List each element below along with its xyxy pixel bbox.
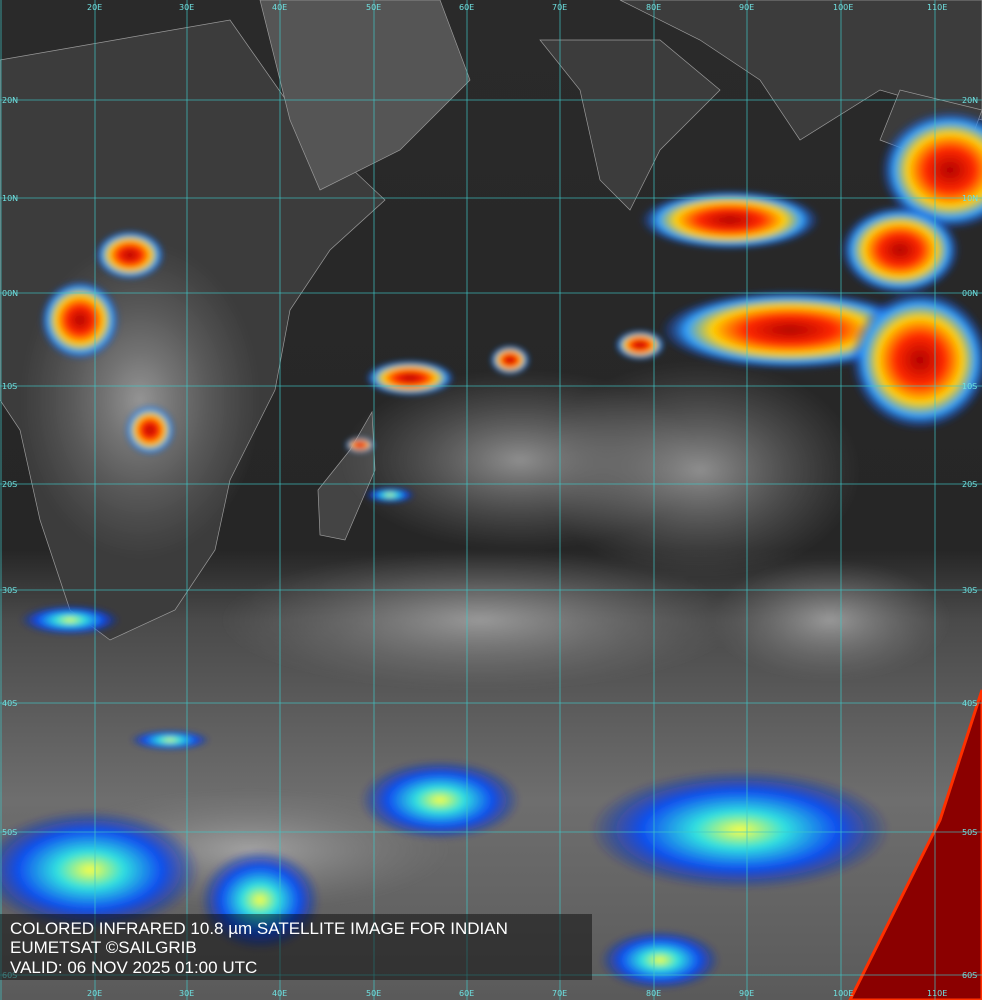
latitude-label: 30S (2, 586, 17, 595)
caption-line: EUMETSAT ©SAILGRIB (10, 938, 197, 957)
longitude-label: 60E (459, 3, 474, 12)
latitude-label: 00N (962, 289, 978, 298)
longitude-label: 50E (366, 989, 381, 998)
latitude-label: 50S (2, 828, 17, 837)
longitude-label: 30E (179, 3, 194, 12)
convective-cells (0, 110, 982, 990)
latitude-label: 60S (2, 971, 17, 980)
longitude-label: 20E (87, 989, 102, 998)
longitude-label: 70E (552, 3, 567, 12)
longitude-label: 60E (459, 989, 474, 998)
longitude-label: 50E (366, 3, 381, 12)
caption-box (0, 914, 592, 980)
latitude-label: 10N (962, 194, 978, 203)
longitude-label: 40E (272, 989, 287, 998)
latitude-label: 10S (962, 382, 977, 391)
latitude-label: 50S (962, 828, 977, 837)
longitude-label: 90E (739, 3, 754, 12)
latitude-label: 20S (2, 480, 17, 489)
latitude-label: 60S (962, 971, 977, 980)
latitude-label: 20S (962, 480, 977, 489)
longitude-label: 110E (927, 3, 947, 12)
image-edge (848, 689, 982, 1000)
latitude-label: 10S (2, 382, 17, 391)
longitude-label: 90E (739, 989, 754, 998)
latitude-label: 30S (962, 586, 977, 595)
longitude-label: 100E (833, 3, 853, 12)
latitude-label: 40S (962, 699, 977, 708)
longitude-label: 100E (833, 989, 853, 998)
longitude-label: 110E (927, 989, 947, 998)
grid-labels: EE20E20E30E30E40E40E50E50E60E60E70E70E80… (2, 3, 978, 998)
longitude-label: 80E (646, 3, 661, 12)
longitude-label: 20E (87, 3, 102, 12)
caption-line: COLORED INFRARED 10.8 µm SATELLITE IMAGE… (10, 919, 508, 938)
longitude-label: 80E (646, 989, 661, 998)
latitude-label: 10N (2, 194, 18, 203)
latitude-label: 20N (2, 96, 18, 105)
latitude-label: 20N (962, 96, 978, 105)
longitude-label: 70E (552, 989, 567, 998)
caption-line: VALID: 06 NOV 2025 01:00 UTC (10, 958, 257, 977)
latitude-label: 00N (2, 289, 18, 298)
longitude-label: 40E (272, 3, 287, 12)
latitude-label: 40S (2, 699, 17, 708)
longitude-label: 30E (179, 989, 194, 998)
